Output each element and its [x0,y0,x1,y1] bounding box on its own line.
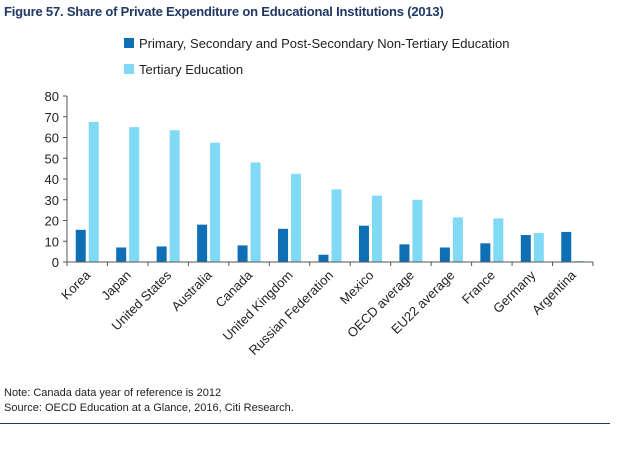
note-text: Note: Canada data year of reference is 2… [4,386,294,401]
source-text: Source: OECD Education at a Glance, 2016… [4,401,294,416]
bar-primary [521,235,531,262]
bar-tertiary [291,174,301,262]
bar-tertiary [493,218,503,262]
y-tick-label: 70 [45,110,59,125]
bar-primary [116,247,126,262]
y-tick-label: 60 [45,131,59,146]
bar-primary [278,229,288,262]
bar-tertiary [453,217,463,262]
legend: Primary, Secondary and Post-Secondary No… [124,36,509,77]
bar-tertiary [332,189,342,262]
x-category-label: Argentina [529,267,580,318]
legend-label-1: Primary, Secondary and Post-Secondary No… [139,36,509,51]
bar-primary [76,230,86,262]
bar-primary [399,244,409,262]
bar-tertiary [170,130,180,262]
legend-swatch-2 [124,64,134,74]
bar-primary [319,255,329,262]
y-tick-label: 0 [52,255,59,270]
x-category-label: United Kingdom [220,268,296,344]
x-category-label: Japan [98,268,134,304]
x-category-label: Korea [58,267,94,303]
y-axis: 0 10 20 30 40 50 60 70 80 [45,89,67,270]
y-tick-label: 20 [45,214,59,229]
y-tick-label: 40 [45,172,59,187]
bar-tertiary [89,122,99,262]
bar-tertiary [372,196,382,262]
bar-tertiary [251,162,261,262]
bar-chart: Primary, Secondary and Post-Secondary No… [0,0,619,385]
bar-primary [359,226,369,262]
bar-tertiary [129,127,139,262]
bar-primary [440,247,450,262]
bar-primary [157,246,167,262]
bar-tertiary [534,233,544,262]
x-category-label: Australia [168,267,215,314]
legend-swatch-1 [124,38,134,48]
bars [76,122,585,262]
y-tick-label: 30 [45,193,59,208]
y-tick-label: 80 [45,89,59,104]
bar-primary [238,245,248,262]
y-tick-label: 10 [45,234,59,249]
y-tick-label: 50 [45,151,59,166]
legend-label-2: Tertiary Education [139,62,243,77]
notes: Note: Canada data year of reference is 2… [4,386,294,416]
x-category-label: France [459,268,498,307]
bar-primary [561,232,571,262]
bar-primary [480,243,490,262]
x-category-label: Mexico [337,268,377,308]
bottom-rule [0,423,610,424]
bar-primary [197,225,207,262]
bar-tertiary [412,200,422,262]
bar-tertiary [210,143,220,262]
